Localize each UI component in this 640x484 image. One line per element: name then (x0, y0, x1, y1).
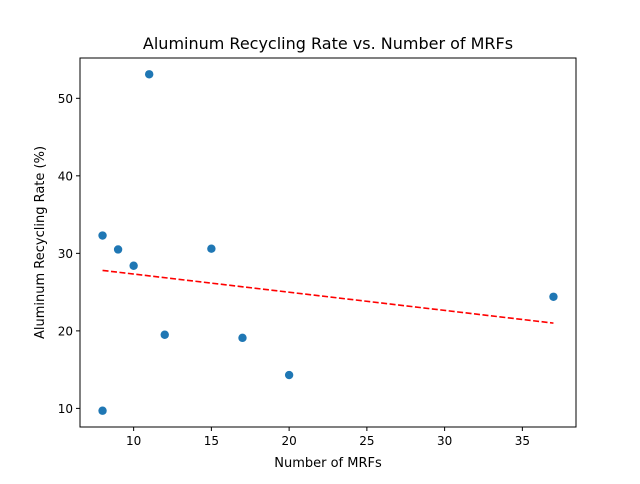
data-points (98, 70, 558, 415)
data-point-5 (144, 70, 154, 79)
data-point-6 (160, 330, 169, 339)
y-tick-label: 20 (58, 324, 73, 338)
data-point-3 (113, 245, 123, 254)
y-tick-label: 10 (58, 402, 73, 416)
chart-title: Aluminum Recycling Rate vs. Number of MR… (143, 34, 513, 53)
x-tick-label: 20 (281, 434, 296, 448)
y-tick-label: 40 (58, 169, 73, 183)
data-point-7 (207, 244, 216, 253)
trendline (102, 269, 554, 324)
data-point-9 (284, 370, 294, 380)
y-axis-label: Aluminum Recycling Rate (%) (33, 146, 48, 339)
data-point-10 (549, 292, 558, 301)
x-tick-label: 30 (437, 434, 452, 448)
x-axis-label: Number of MRFs (274, 456, 382, 471)
x-tick-label: 15 (204, 434, 219, 448)
trendline-path (102, 269, 554, 324)
x-tick-label: 10 (126, 434, 141, 448)
x-tick-label: 25 (359, 434, 374, 448)
plot-frame (79, 57, 577, 428)
y-tick-label: 50 (58, 92, 73, 106)
y-tick-label: 30 (58, 247, 73, 261)
data-point-4 (129, 261, 138, 270)
x-tick-label: 35 (515, 434, 530, 448)
y-axis: 10 20 30 40 50 (58, 92, 80, 416)
data-point-8 (238, 333, 247, 343)
data-point-2 (98, 231, 107, 240)
data-point-1 (98, 406, 107, 415)
x-axis: 10 15 20 25 30 35 (126, 427, 530, 448)
